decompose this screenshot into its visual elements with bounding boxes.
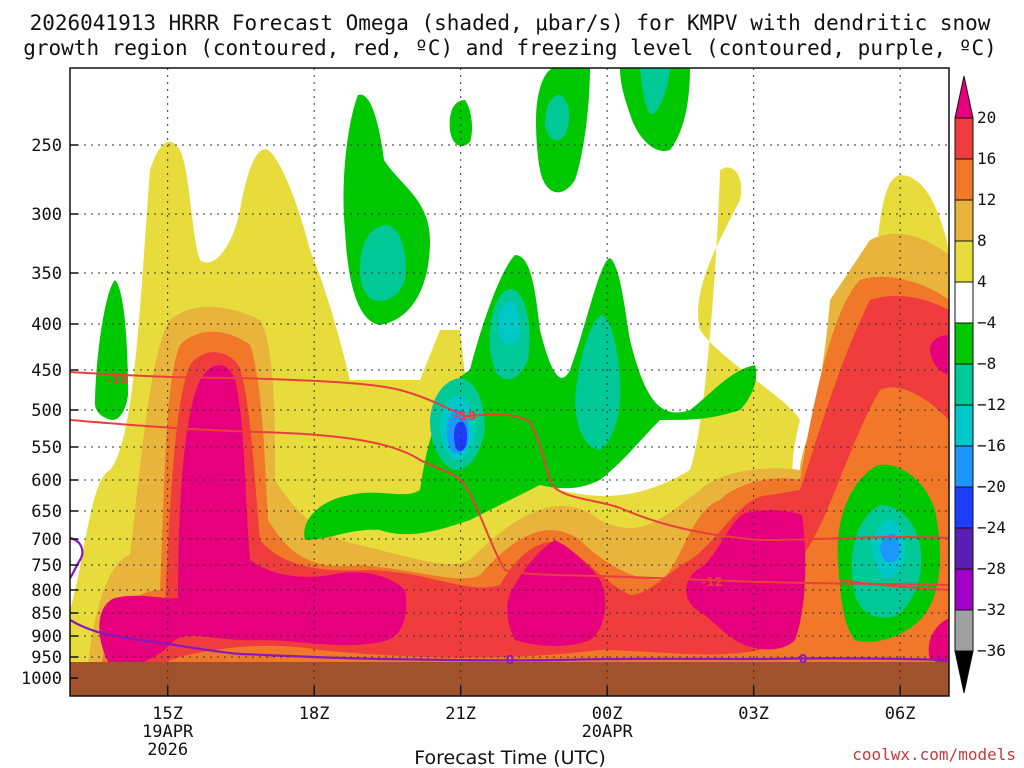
chart-title-line-1: 2026041913 HRRR Forecast Omega (shaded, …: [30, 11, 991, 35]
y-tick-label: 450: [31, 361, 62, 381]
y-tick-label: 1000: [21, 669, 62, 689]
colorbar-label: −28: [977, 559, 1006, 578]
omega-core-lowright: [928, 618, 949, 665]
x-tick-label: 18Z: [299, 704, 330, 724]
colorbar-swatch: [954, 158, 974, 201]
chart-title-line-2: growth region (contoured, red, ºC) and f…: [23, 36, 997, 60]
y-tick-label: 900: [31, 627, 62, 647]
colorbar-swatch: [954, 240, 974, 283]
x-axis-label: Forecast Time (UTC): [414, 747, 605, 768]
x-tick-label: 15Z: [152, 704, 183, 724]
colorbar-swatch: [954, 568, 974, 611]
x-tick-label: 06Z: [885, 704, 916, 724]
omega-core-morning: [99, 365, 407, 666]
freezing-level-contour: [70, 619, 949, 662]
colorbar-label: 16: [977, 149, 996, 168]
colorbar-swatch: [954, 322, 974, 365]
y-axis: 250 300 350 400 450 500 550 600 650 700 750 800 850 9…: [21, 136, 78, 689]
colorbar-swatch: [954, 527, 974, 570]
omega-descent-mid-cyan-b: [498, 300, 521, 345]
y-tick-label: 300: [31, 205, 62, 225]
dgz-contour-lowest: [839, 579, 949, 591]
omega-core-overnight: [686, 510, 806, 650]
colorbar-swatch: [954, 281, 974, 324]
omega-descent-mid-teal-c: [575, 315, 621, 450]
ground-surface: [70, 662, 949, 696]
colorbar-swatch: [954, 363, 974, 406]
omega-descent-mid: [304, 255, 757, 540]
plot-area: -18 -18 -12 0 0: [70, 68, 949, 696]
omega-descent-upper-b: [449, 100, 473, 146]
omega-core-upperright-magenta: [930, 335, 949, 375]
y-tick-label: 600: [31, 471, 62, 491]
omega-descent-upper-d-inner: [640, 68, 670, 115]
omega-core-evening: [507, 540, 606, 646]
x-tick-label: 00Z: [592, 704, 623, 724]
y-tick-label: 550: [31, 438, 62, 458]
x-tick-sublabel: 20APR: [582, 722, 634, 742]
omega-core-upperright: [880, 300, 949, 400]
x-tick-sublabel: 2026: [147, 740, 188, 760]
freezing-level-contour-left: [70, 536, 84, 579]
y-tick-label: 350: [31, 264, 62, 284]
omega-descent-upper-a-inner: [360, 225, 406, 301]
x-tick-label: 21Z: [445, 704, 476, 724]
colorbar-label: −4: [977, 313, 996, 332]
y-tick-label: 700: [31, 530, 62, 550]
y-tick-label: 400: [31, 315, 62, 335]
colorbar-swatch: [954, 117, 974, 160]
y-tick-label: 950: [31, 648, 62, 668]
y-tick-label: 850: [31, 604, 62, 624]
omega-descent-upper-c-inner: [545, 95, 570, 141]
colorbar-label: 8: [977, 231, 987, 250]
freezing-label-2: 0: [799, 652, 807, 666]
dgz-label-3: -12: [701, 575, 723, 589]
colorbar: 20 16 12 8 4 −4 −8 −12 −16 −20 −24 −28 −32 −36: [954, 75, 1006, 694]
colorbar-label: −8: [977, 354, 996, 373]
colorbar-label: −12: [977, 395, 1006, 414]
dgz-label-2: -18: [454, 409, 476, 423]
colorbar-swatch: [954, 609, 974, 652]
colorbar-label: −24: [977, 518, 1006, 537]
colorbar-label: 20: [977, 108, 996, 127]
colorbar-label: −36: [977, 641, 1006, 660]
colorbar-label: 12: [977, 190, 996, 209]
dgz-contour-upper: [70, 371, 949, 542]
colorbar-top-arrow: [954, 75, 974, 119]
y-tick-label: 250: [31, 136, 62, 156]
x-tick-label: 03Z: [738, 704, 769, 724]
dgz-label-1: -18: [107, 373, 129, 387]
omega-descent-mid-darkblue: [454, 421, 467, 452]
colorbar-swatch: [954, 199, 974, 242]
omega-descent-late-blue: [880, 533, 900, 563]
colorbar-bottom-arrow: [954, 650, 974, 694]
y-tick-label: 800: [31, 581, 62, 601]
y-tick-label: 650: [31, 502, 62, 522]
colorbar-swatch: [954, 445, 974, 488]
credit-text: coolwx.com/models: [852, 745, 1016, 764]
colorbar-label: −16: [977, 436, 1006, 455]
omega-descent-leftstrip: [95, 280, 128, 420]
colorbar-label: −20: [977, 477, 1006, 496]
colorbar-swatch: [954, 404, 974, 447]
y-tick-label: 500: [31, 401, 62, 421]
y-tick-label: 750: [31, 556, 62, 576]
colorbar-swatch: [954, 486, 974, 529]
colorbar-label: 4: [977, 272, 987, 291]
x-tick-sublabel: 19APR: [142, 722, 194, 742]
dgz-contour-lower: [70, 419, 949, 586]
plot-frame: [69, 67, 950, 697]
freezing-label-1: 0: [506, 653, 514, 667]
colorbar-label: −32: [977, 600, 1006, 619]
